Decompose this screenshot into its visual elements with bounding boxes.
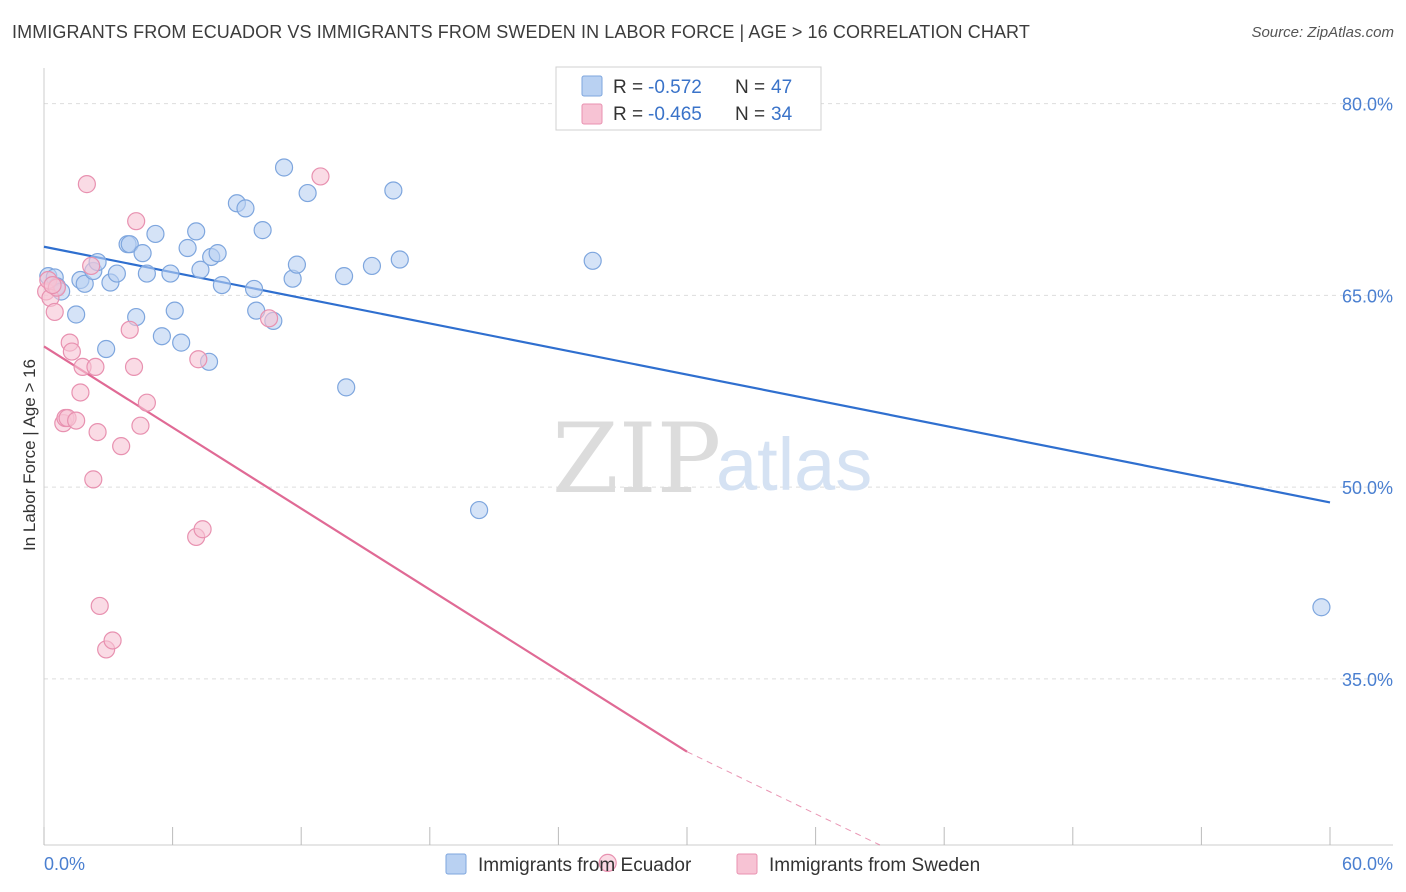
series-legend-swatch-ecuador bbox=[445, 853, 467, 875]
legend-swatch-sweden bbox=[581, 103, 603, 125]
series-legend-label-sweden: Immigrants from Sweden bbox=[769, 855, 980, 876]
y-tick-labels: 35.0% 50.0% 65.0% 80.0% bbox=[1342, 95, 1393, 690]
data-point bbox=[120, 320, 139, 339]
y-tick-label: 65.0% bbox=[1342, 286, 1393, 306]
data-points bbox=[37, 158, 1331, 872]
data-point bbox=[244, 279, 264, 299]
data-point bbox=[362, 256, 382, 276]
data-point bbox=[161, 264, 180, 283]
y-tick-label: 50.0% bbox=[1342, 478, 1393, 498]
data-point bbox=[274, 158, 294, 177]
data-point bbox=[88, 422, 107, 442]
data-point bbox=[287, 255, 307, 274]
data-point bbox=[337, 378, 356, 397]
data-point bbox=[62, 342, 81, 361]
data-point bbox=[124, 357, 144, 377]
data-point bbox=[1312, 598, 1331, 617]
chart-title: IMMIGRANTS FROM ECUADOR VS IMMIGRANTS FR… bbox=[12, 22, 1030, 42]
correlation-legend: R = -0.572 N = 47 R = -0.465 N = 34 bbox=[555, 66, 822, 131]
data-point bbox=[107, 264, 126, 283]
data-point bbox=[103, 631, 122, 650]
data-point bbox=[598, 853, 617, 872]
watermark-atlas: atlas bbox=[716, 423, 872, 506]
series-legend: Immigrants from Ecuador Immigrants from … bbox=[445, 853, 980, 876]
x-tick-label-min: 0.0% bbox=[44, 854, 85, 874]
data-point bbox=[86, 357, 105, 377]
data-point bbox=[311, 167, 330, 186]
data-point bbox=[236, 199, 255, 218]
data-point bbox=[469, 500, 489, 520]
axes bbox=[43, 68, 1393, 846]
data-point bbox=[172, 333, 191, 352]
legend-r-value-sweden: -0.465 bbox=[648, 104, 702, 125]
data-point bbox=[298, 183, 317, 203]
x-tick-label-max: 60.0% bbox=[1342, 854, 1393, 874]
legend-n-value-sweden: 34 bbox=[771, 104, 793, 125]
data-point bbox=[189, 350, 208, 369]
legend-n-label-ecuador: N = bbox=[735, 77, 765, 98]
data-point bbox=[152, 327, 171, 346]
data-point bbox=[77, 175, 96, 194]
data-point bbox=[137, 264, 156, 283]
y-tick-label: 80.0% bbox=[1342, 95, 1393, 115]
y-tick-label: 35.0% bbox=[1342, 670, 1393, 690]
data-point bbox=[90, 596, 109, 616]
y-axis-label: In Labor Force | Age > 16 bbox=[20, 359, 39, 551]
data-point bbox=[187, 222, 206, 241]
data-point bbox=[71, 383, 90, 402]
data-point bbox=[97, 339, 116, 359]
legend-r-label-ecuador: R = bbox=[613, 77, 643, 98]
data-point bbox=[112, 437, 131, 456]
data-point bbox=[67, 305, 86, 324]
data-point bbox=[390, 250, 409, 269]
trend-line bbox=[43, 345, 688, 753]
data-point bbox=[193, 520, 212, 539]
data-point bbox=[208, 244, 227, 263]
data-point bbox=[384, 181, 403, 200]
legend-r-label-sweden: R = bbox=[613, 104, 643, 125]
data-point bbox=[84, 470, 103, 489]
data-point bbox=[146, 224, 165, 244]
watermark: ZIP atlas bbox=[552, 403, 872, 515]
data-point bbox=[127, 212, 146, 231]
grid-lines bbox=[44, 103, 1393, 680]
trend-line-extension bbox=[686, 751, 881, 846]
data-point bbox=[120, 235, 139, 254]
legend-n-label-sweden: N = bbox=[735, 104, 765, 125]
series-legend-label-ecuador: Immigrants from Ecuador bbox=[478, 855, 692, 876]
data-point bbox=[43, 275, 62, 295]
data-point bbox=[212, 275, 231, 295]
data-point bbox=[67, 411, 86, 430]
data-point bbox=[253, 221, 272, 240]
data-point bbox=[75, 274, 94, 293]
legend-swatch-ecuador bbox=[581, 75, 603, 97]
data-point bbox=[334, 267, 354, 286]
data-point bbox=[165, 301, 184, 320]
legend-n-value-ecuador: 47 bbox=[771, 77, 792, 98]
data-point bbox=[137, 393, 156, 412]
watermark-zip: ZIP bbox=[552, 403, 721, 515]
source-credit: Source: ZipAtlas.com bbox=[1251, 24, 1394, 41]
data-point bbox=[82, 256, 101, 276]
series-legend-swatch-sweden bbox=[736, 853, 758, 875]
data-point bbox=[259, 309, 279, 328]
legend-r-value-ecuador: -0.572 bbox=[648, 77, 702, 98]
data-point bbox=[45, 302, 64, 322]
data-point bbox=[133, 244, 152, 263]
data-point bbox=[178, 238, 197, 258]
data-point bbox=[131, 416, 150, 435]
data-point bbox=[583, 251, 602, 270]
data-point bbox=[191, 260, 210, 279]
trend-lines bbox=[43, 245, 1331, 846]
